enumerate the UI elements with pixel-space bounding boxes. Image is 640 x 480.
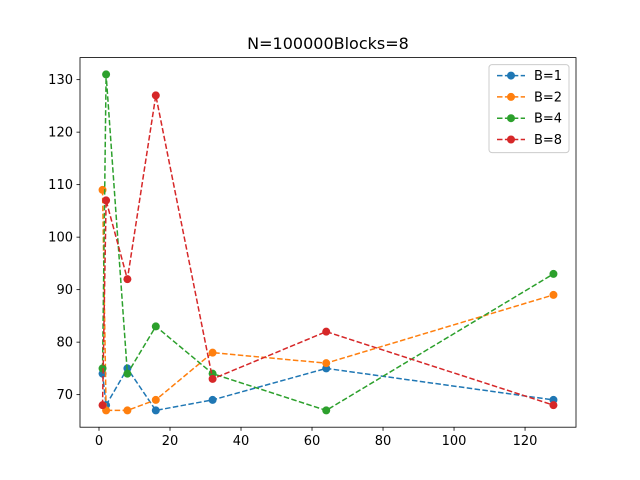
data-point [322, 359, 331, 368]
data-point [151, 322, 160, 331]
data-point [151, 395, 160, 404]
series-b-8 [98, 91, 558, 410]
data-point [102, 70, 111, 79]
data-point [98, 401, 107, 410]
chart-title: N=100000Blocks=8 [247, 34, 409, 53]
y-tick-label: 70 [56, 388, 73, 403]
legend-marker [507, 71, 515, 80]
x-tick-label: 80 [375, 434, 392, 449]
legend-label: B=1 [534, 69, 562, 84]
legend-marker [507, 114, 515, 123]
x-tick-label: 40 [233, 434, 250, 449]
series-layer [98, 70, 558, 415]
data-point [123, 406, 132, 415]
legend-label: B=8 [534, 133, 562, 148]
legend-marker [507, 135, 515, 144]
legend-item: B=8 [497, 133, 562, 148]
legend-item: B=2 [497, 90, 562, 105]
x-tick-label: 0 [95, 434, 103, 449]
series-line [101, 189, 554, 412]
legend-box [488, 64, 570, 154]
series-line [101, 95, 554, 406]
data-point [549, 269, 558, 278]
y-tick-label: 80 [56, 336, 73, 351]
y-tick-label: 130 [48, 73, 73, 88]
data-point [123, 369, 132, 378]
series-b-2 [98, 185, 558, 415]
data-point [123, 275, 132, 284]
y-tick-label: 90 [56, 283, 73, 298]
data-point [549, 290, 558, 299]
data-point [102, 196, 111, 205]
y-tick-label: 120 [48, 126, 73, 141]
legend-label: B=2 [534, 90, 562, 105]
data-point [322, 406, 331, 415]
y-tick-label: 110 [48, 178, 73, 193]
plot-frame [79, 57, 577, 428]
data-point [549, 401, 558, 410]
legend-item: B=1 [497, 69, 562, 84]
legend: B=1 B=2 B=4 B=8 [488, 64, 570, 154]
y-tick-label: 100 [48, 231, 73, 246]
data-point [322, 327, 331, 336]
data-point [208, 395, 217, 404]
data-point [151, 406, 160, 415]
legend-label: B=4 [534, 112, 562, 127]
legend-marker [507, 92, 515, 101]
series-line [101, 366, 554, 412]
data-point [208, 374, 217, 383]
x-tick-label: 20 [162, 434, 179, 449]
data-point [208, 348, 217, 357]
x-tick-label: 100 [442, 434, 467, 449]
data-point [151, 91, 160, 100]
axis-ticks: 0 20 40 60 80 100 120 70 80 90 100 110 120 130 [48, 73, 537, 449]
x-tick-label: 60 [304, 434, 321, 449]
x-tick-label: 120 [513, 434, 538, 449]
legend-item: B=4 [497, 112, 562, 127]
